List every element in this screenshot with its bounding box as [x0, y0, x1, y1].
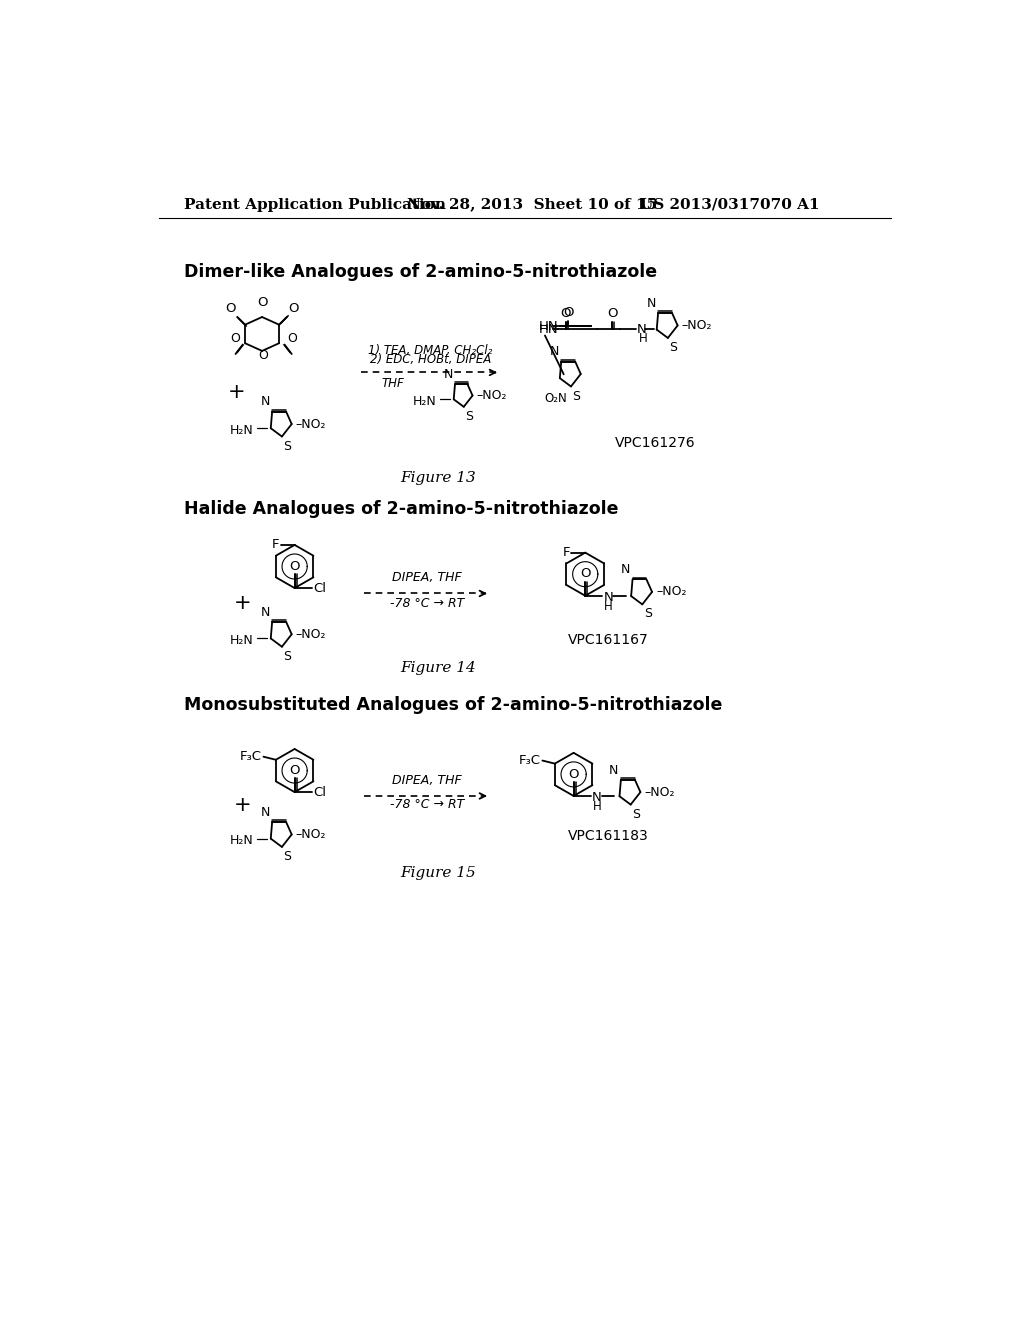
Text: 2) EDC, HOBt, DIPEA: 2) EDC, HOBt, DIPEA	[370, 354, 490, 367]
Text: S: S	[632, 808, 640, 821]
Text: F₃C: F₃C	[240, 750, 262, 763]
Text: H: H	[593, 800, 601, 813]
Text: HN: HN	[539, 319, 558, 333]
Text: N: N	[260, 807, 270, 818]
Text: –NO₂: –NO₂	[296, 828, 326, 841]
Text: +: +	[233, 795, 252, 816]
Text: +: +	[233, 594, 252, 614]
Text: O: O	[563, 305, 573, 318]
Text: US 2013/0317070 A1: US 2013/0317070 A1	[640, 198, 819, 211]
Text: O: O	[580, 568, 591, 581]
Text: +: +	[227, 381, 246, 401]
Text: –NO₂: –NO₂	[296, 628, 326, 640]
Text: –NO₂: –NO₂	[656, 585, 686, 598]
Text: O: O	[225, 302, 236, 315]
Text: HN: HN	[539, 323, 558, 335]
Text: N: N	[550, 346, 559, 359]
Text: O: O	[607, 308, 617, 321]
Text: S: S	[644, 607, 652, 620]
Text: F: F	[271, 539, 280, 552]
Text: F: F	[562, 546, 569, 560]
Text: VPC161276: VPC161276	[614, 437, 695, 450]
Text: DIPEA, THF: DIPEA, THF	[392, 774, 462, 787]
Text: N: N	[621, 564, 630, 577]
Text: N: N	[604, 591, 613, 603]
Text: H: H	[639, 333, 648, 345]
Text: Cl: Cl	[313, 582, 327, 594]
Text: N: N	[260, 606, 270, 619]
Text: H₂N: H₂N	[230, 634, 254, 647]
Text: Halide Analogues of 2-amino-5-nitrothiazole: Halide Analogues of 2-amino-5-nitrothiaz…	[183, 500, 618, 517]
Text: THF: THF	[382, 378, 404, 391]
Text: S: S	[284, 850, 292, 863]
Text: S: S	[670, 341, 678, 354]
Text: O: O	[289, 302, 299, 315]
Text: –NO₂: –NO₂	[682, 319, 712, 333]
Text: O: O	[259, 348, 268, 362]
Text: S: S	[284, 440, 292, 453]
Text: N: N	[637, 323, 647, 335]
Text: O: O	[568, 767, 579, 780]
Text: Monosubstituted Analogues of 2-amino-5-nitrothiazole: Monosubstituted Analogues of 2-amino-5-n…	[183, 696, 722, 714]
Text: VPC161167: VPC161167	[568, 632, 649, 647]
Text: Figure 13: Figure 13	[400, 471, 476, 484]
Text: H₂N: H₂N	[230, 424, 254, 437]
Text: N: N	[260, 396, 270, 408]
Text: VPC161183: VPC161183	[568, 829, 649, 843]
Text: -78 °C → RT: -78 °C → RT	[390, 797, 464, 810]
Text: –NO₂: –NO₂	[296, 417, 326, 430]
Text: 1) TEA, DMAP, CH₂Cl₂: 1) TEA, DMAP, CH₂Cl₂	[368, 345, 493, 358]
Text: O: O	[290, 560, 300, 573]
Text: O: O	[257, 296, 267, 309]
Text: S: S	[284, 649, 292, 663]
Text: O: O	[229, 331, 240, 345]
Text: S: S	[572, 389, 581, 403]
Text: S: S	[465, 411, 473, 422]
Text: Figure 14: Figure 14	[400, 661, 476, 675]
Text: N: N	[609, 763, 618, 776]
Text: H: H	[604, 601, 613, 612]
Text: H₂N: H₂N	[230, 834, 254, 847]
Text: –NO₂: –NO₂	[476, 389, 507, 403]
Text: H₂N: H₂N	[413, 395, 436, 408]
Text: -78 °C → RT: -78 °C → RT	[390, 597, 464, 610]
Text: N: N	[443, 368, 453, 381]
Text: N: N	[592, 791, 602, 804]
Text: Nov. 28, 2013  Sheet 10 of 15: Nov. 28, 2013 Sheet 10 of 15	[407, 198, 657, 211]
Text: Dimer-like Analogues of 2-amino-5-nitrothiazole: Dimer-like Analogues of 2-amino-5-nitrot…	[183, 264, 657, 281]
Text: O: O	[290, 764, 300, 776]
Text: F₃C: F₃C	[519, 754, 541, 767]
Text: Patent Application Publication: Patent Application Publication	[183, 198, 445, 211]
Text: O₂N: O₂N	[545, 392, 567, 405]
Text: DIPEA, THF: DIPEA, THF	[392, 572, 462, 585]
Text: O: O	[288, 331, 297, 345]
Text: –NO₂: –NO₂	[644, 785, 675, 799]
Text: Cl: Cl	[313, 785, 327, 799]
Text: Figure 15: Figure 15	[400, 866, 476, 880]
Text: N: N	[646, 297, 655, 310]
Text: O: O	[560, 308, 571, 321]
